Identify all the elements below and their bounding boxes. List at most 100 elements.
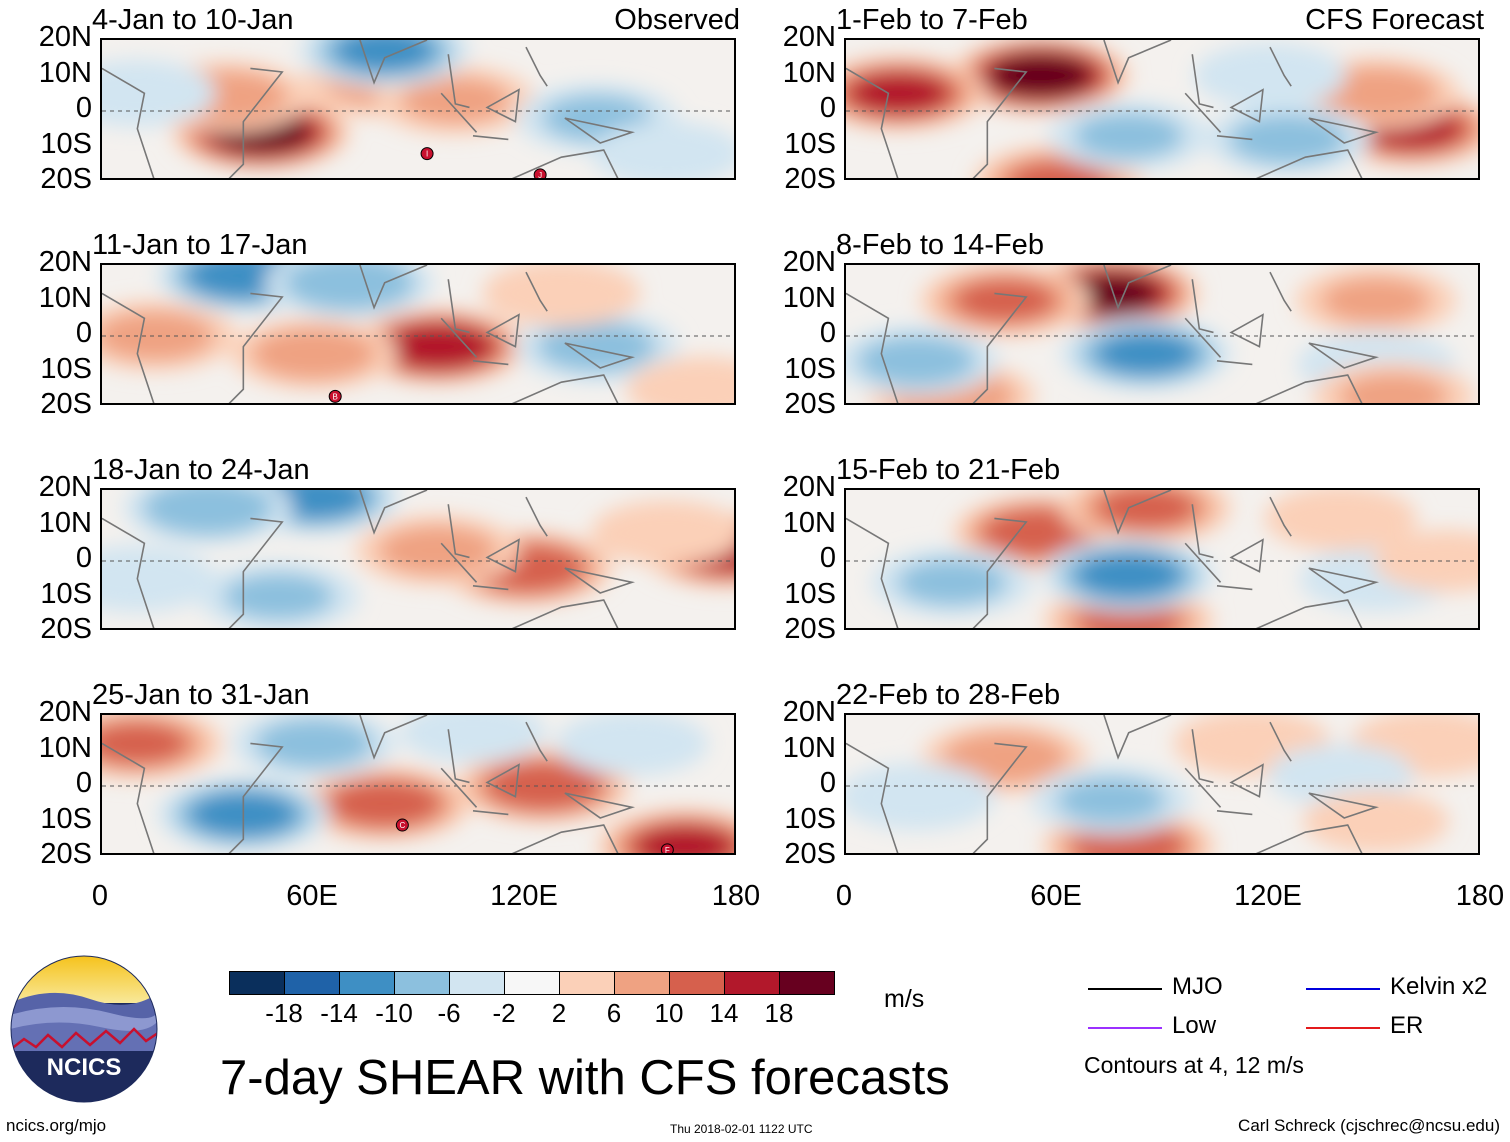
shear-map	[846, 490, 1478, 628]
y-tick-label: 20N	[782, 246, 836, 278]
y-tick-label: 20S	[40, 838, 92, 870]
colorbar-swatch	[779, 971, 835, 995]
coastline	[102, 40, 636, 178]
panel-plot-area: B	[100, 263, 736, 405]
x-tick-label: 120E	[1234, 880, 1302, 912]
units-label: m/s	[884, 985, 925, 1013]
panel-period-title: 22-Feb to 28-Feb	[836, 679, 1061, 711]
y-tick-label: 10N	[782, 56, 836, 89]
y-tick-label: 20N	[782, 471, 836, 503]
shear-map	[846, 40, 1478, 178]
y-tick-label: 0	[819, 92, 836, 124]
y-tick-label: 10S	[784, 127, 836, 160]
legend-line-mjo	[1088, 988, 1162, 990]
shear-anomaly-blob	[989, 53, 1092, 98]
y-tick-label: 0	[819, 767, 836, 799]
panel-6: 25-Jan to 31-Jan C F 20N 10N 0 10S 20S	[39, 679, 736, 870]
shear-anomaly-blob	[1096, 490, 1197, 529]
shear-anomaly-blob	[1228, 114, 1347, 165]
shear-anomaly-blob	[378, 525, 497, 576]
colorbar-tick-label: 6	[606, 998, 622, 1028]
y-tick-label: 10S	[40, 127, 92, 160]
shear-map: IJ	[102, 40, 734, 180]
shear-anomaly-blob	[400, 715, 546, 764]
colorbar-swatch	[559, 971, 615, 995]
shear-anomaly-blob	[850, 72, 948, 114]
panel-period-title: 8-Feb to 14-Feb	[836, 229, 1044, 261]
shear-anomaly-blob	[590, 121, 734, 178]
shear-anomaly-blob	[590, 500, 734, 566]
y-tick-label: 10N	[782, 281, 836, 314]
svg-text:F: F	[665, 846, 670, 855]
shear-anomaly-blob	[1303, 790, 1449, 853]
x-tick-label: 0	[91, 880, 109, 912]
y-tick-label: 20N	[38, 696, 92, 728]
coastline	[102, 265, 636, 403]
shear-anomaly-blob	[283, 265, 415, 311]
x-tick-label: 60E	[286, 880, 338, 912]
y-tick-label: 20S	[784, 163, 836, 195]
x-tick-label: 180	[1455, 880, 1505, 912]
logo-text: NCICS	[47, 1054, 122, 1081]
ncics-logo: NCICS	[10, 955, 158, 1103]
shear-anomaly-blob	[142, 490, 274, 536]
panel-plot-area	[844, 713, 1480, 855]
shear-anomaly-blob	[1075, 552, 1183, 598]
tropical-cyclone-marker: C	[395, 818, 409, 832]
colorbar-tick-label: -18	[265, 998, 303, 1028]
shear-anomaly-blob	[251, 327, 377, 381]
y-tick-label: 0	[75, 92, 92, 124]
coastline	[846, 715, 1380, 853]
x-tick-label: 60E	[1030, 880, 1082, 912]
shear-anomaly-blob	[224, 573, 334, 620]
x-tick-label: 120E	[490, 880, 558, 912]
y-tick-label: 0	[75, 542, 92, 574]
svg-text:C: C	[399, 821, 405, 830]
panel-source-tag: Observed	[614, 4, 740, 36]
shear-map	[846, 265, 1478, 403]
y-tick-label: 20S	[40, 388, 92, 420]
chart-title: 7-day SHEAR with CFS forecasts	[220, 1051, 950, 1105]
author-credit: Carl Schreck (cjschrec@ncsu.edu)	[1238, 1116, 1500, 1135]
y-tick-label: 10N	[38, 731, 92, 764]
legend-line-kelvin	[1306, 988, 1380, 990]
panel-source-tag: CFS Forecast	[1305, 4, 1484, 36]
colorbar-swatch	[394, 971, 450, 995]
y-tick-label: 10S	[784, 802, 836, 835]
y-tick-label: 10N	[782, 731, 836, 764]
shear-anomaly-blob	[1339, 373, 1449, 403]
shear-anomaly-blob	[102, 311, 214, 361]
colorbar-tick-label: -2	[492, 998, 516, 1028]
y-tick-label: 10N	[38, 281, 92, 314]
site-url[interactable]: ncics.org/mjo	[6, 1116, 107, 1135]
shear-anomaly-blob	[482, 265, 641, 327]
colorbar-swatch	[284, 971, 340, 995]
y-tick-label: 20S	[784, 388, 836, 420]
shear-anomaly-blob	[102, 722, 188, 765]
legend-line-low	[1088, 1027, 1162, 1029]
y-tick-label: 20N	[782, 21, 836, 53]
y-tick-label: 0	[75, 317, 92, 349]
shear-anomaly-blob	[382, 323, 493, 371]
panel-period-title: 18-Jan to 24-Jan	[92, 454, 310, 486]
x-tick-label: 0	[835, 880, 853, 912]
svg-text:I: I	[426, 150, 428, 159]
legend-label-kelvin: Kelvin x2	[1390, 973, 1488, 1000]
colorbar-tick-label: -10	[375, 998, 413, 1028]
shear-anomaly-blob	[102, 545, 217, 613]
shear-anomaly-blob	[255, 718, 373, 769]
shear-anomaly-blob	[1056, 777, 1166, 824]
contours-note: Contours at 4, 12 m/s	[1084, 1052, 1304, 1078]
panel-plot-area	[844, 263, 1480, 405]
svg-text:J: J	[538, 171, 542, 180]
shear-anomaly-blob	[1074, 112, 1184, 159]
legend-label-low: Low	[1172, 1012, 1217, 1039]
y-tick-label: 10N	[38, 56, 92, 89]
y-tick-label: 20N	[38, 21, 92, 53]
panel-3: 8-Feb to 14-Feb 20N 10N 0 10S 20S	[783, 229, 1480, 420]
y-tick-label: 0	[819, 542, 836, 574]
shear-map: CF	[102, 715, 734, 855]
panel-period-title: 11-Jan to 17-Jan	[92, 229, 308, 261]
tropical-cyclone-marker: J	[533, 168, 547, 180]
shear-anomaly-blob	[555, 715, 709, 776]
